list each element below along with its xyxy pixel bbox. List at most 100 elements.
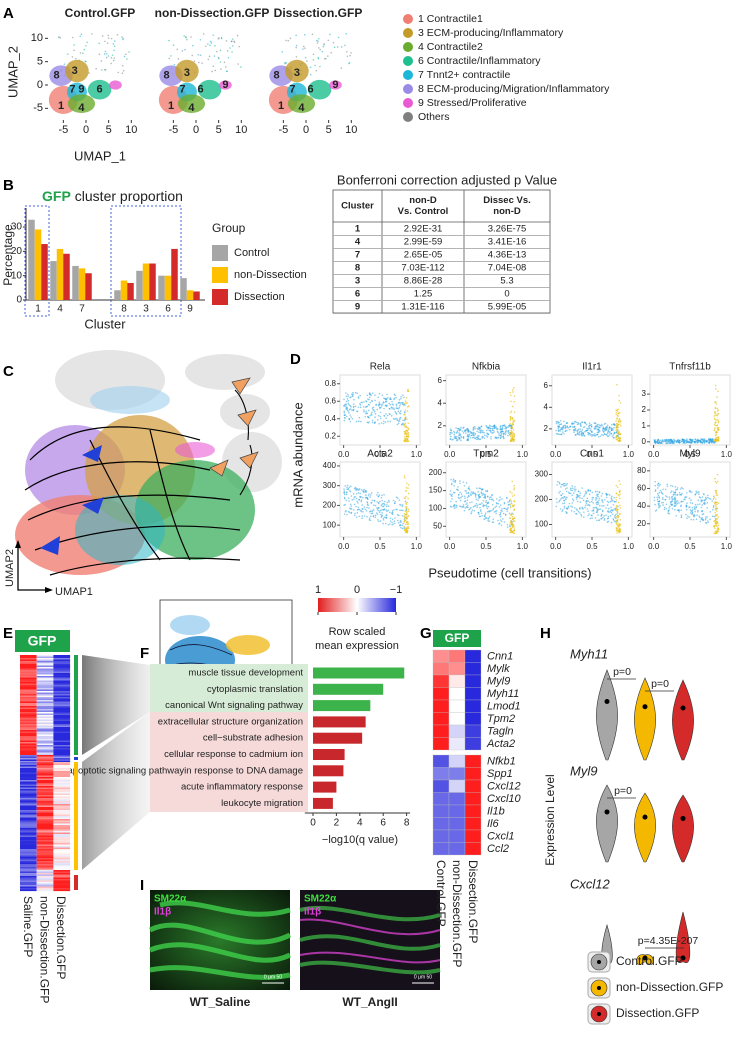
cell-dot xyxy=(672,491,675,493)
cell-dot xyxy=(490,437,492,440)
cell-dot xyxy=(365,490,367,492)
cell-dot xyxy=(512,429,515,431)
y-tick-label: 20 xyxy=(11,246,23,257)
cell-dot xyxy=(345,415,348,418)
umap-dot xyxy=(123,55,126,58)
cell-dot xyxy=(692,440,694,443)
cell-dot xyxy=(714,522,717,525)
cell-dot xyxy=(619,493,621,495)
cell-dot xyxy=(499,426,502,429)
heat-stripe xyxy=(20,667,37,669)
heat-stripe xyxy=(20,885,37,887)
cell-dot xyxy=(398,401,401,404)
heat-stripe xyxy=(36,813,54,815)
umap-dot xyxy=(114,40,116,42)
cell-dot xyxy=(358,420,360,423)
cell-dot xyxy=(468,433,471,436)
heat-stripe xyxy=(36,689,54,692)
heat-stripe xyxy=(36,728,54,731)
cell-dot xyxy=(601,433,603,436)
heat-stripe xyxy=(53,805,71,808)
cell-dot xyxy=(581,429,584,431)
cell-dot xyxy=(350,505,353,507)
cell-dot xyxy=(405,425,408,428)
heat-stripe xyxy=(36,743,54,746)
cell-dot xyxy=(368,393,371,396)
cell-dot xyxy=(345,408,347,410)
cell-dot xyxy=(611,429,614,431)
cell-dot xyxy=(476,504,479,507)
cell-dot xyxy=(616,516,619,518)
cell-dot xyxy=(478,513,480,515)
cell-dot xyxy=(561,427,563,430)
cell-dot xyxy=(470,491,473,493)
umap-dot xyxy=(184,48,186,51)
cell-dot xyxy=(403,525,406,528)
cell-dot xyxy=(509,498,512,501)
cell-dot xyxy=(385,400,388,402)
gene-label: Tpm2 xyxy=(487,713,515,725)
cell-dot xyxy=(616,430,619,433)
cell-dot xyxy=(702,519,705,522)
cell-dot xyxy=(656,498,659,501)
y-tick-label: 300 xyxy=(535,470,549,479)
umap-dot xyxy=(350,52,352,54)
cell-dot xyxy=(716,510,718,512)
cell-dot xyxy=(378,404,380,407)
heat-stripe xyxy=(36,745,54,747)
heat-stripe xyxy=(20,873,37,875)
p-value: p=4.35E-207 xyxy=(638,935,699,947)
cell-dot xyxy=(401,505,404,508)
p-value: p=0 xyxy=(613,666,631,678)
umap-dot xyxy=(337,36,340,39)
panel-title: Il1r1 xyxy=(582,362,602,373)
cell-dot xyxy=(469,501,471,504)
heat-stripe xyxy=(20,689,37,692)
cell-dot xyxy=(564,482,566,485)
cell-dot xyxy=(571,494,574,496)
cell-dot xyxy=(613,423,616,426)
highlight-band xyxy=(150,712,308,812)
cell-dot xyxy=(507,507,509,509)
heat-stripe xyxy=(36,707,54,710)
cell-dot xyxy=(398,420,401,422)
cell-dot xyxy=(452,480,455,482)
cell-dot xyxy=(602,505,605,507)
cell-dot xyxy=(598,436,600,438)
cell-dot xyxy=(574,488,577,491)
x-tick-label: 6 xyxy=(165,304,171,315)
umap-dot xyxy=(98,53,101,56)
table-cell: 5.99E-05 xyxy=(488,302,527,313)
heat-stripe xyxy=(20,834,37,836)
cell-dot xyxy=(402,419,404,422)
umap-dot xyxy=(121,64,124,67)
cell-dot xyxy=(612,504,615,506)
cell-dot xyxy=(584,430,586,433)
cell-dot xyxy=(455,439,458,442)
cell-dot xyxy=(597,493,599,496)
cell-dot xyxy=(579,428,582,430)
y-tick-label: 100 xyxy=(429,504,443,513)
cell-dot xyxy=(716,407,719,410)
x-axis-label: −log10(q value) xyxy=(322,834,398,846)
heat-stripe xyxy=(36,658,54,660)
cell-dot xyxy=(406,513,408,515)
cell-dot xyxy=(558,423,561,426)
heat-stripe xyxy=(20,728,37,731)
cell-dot xyxy=(583,511,585,513)
umap-cluster xyxy=(287,94,316,114)
cell-dot xyxy=(494,506,496,509)
cell-dot xyxy=(603,515,605,517)
cluster-label: 6 xyxy=(197,84,203,96)
cell-dot xyxy=(670,442,673,444)
cell-dot xyxy=(713,415,716,417)
cell-dot xyxy=(599,435,602,437)
cell-dot xyxy=(374,413,377,415)
x-tick-label: 0 xyxy=(310,818,316,829)
cell-dot xyxy=(565,490,568,493)
cell-dot xyxy=(603,433,606,435)
cell-dot xyxy=(619,425,622,427)
cell-dot xyxy=(509,528,511,531)
heat-stripe xyxy=(20,825,37,827)
umap-dot xyxy=(220,68,222,70)
